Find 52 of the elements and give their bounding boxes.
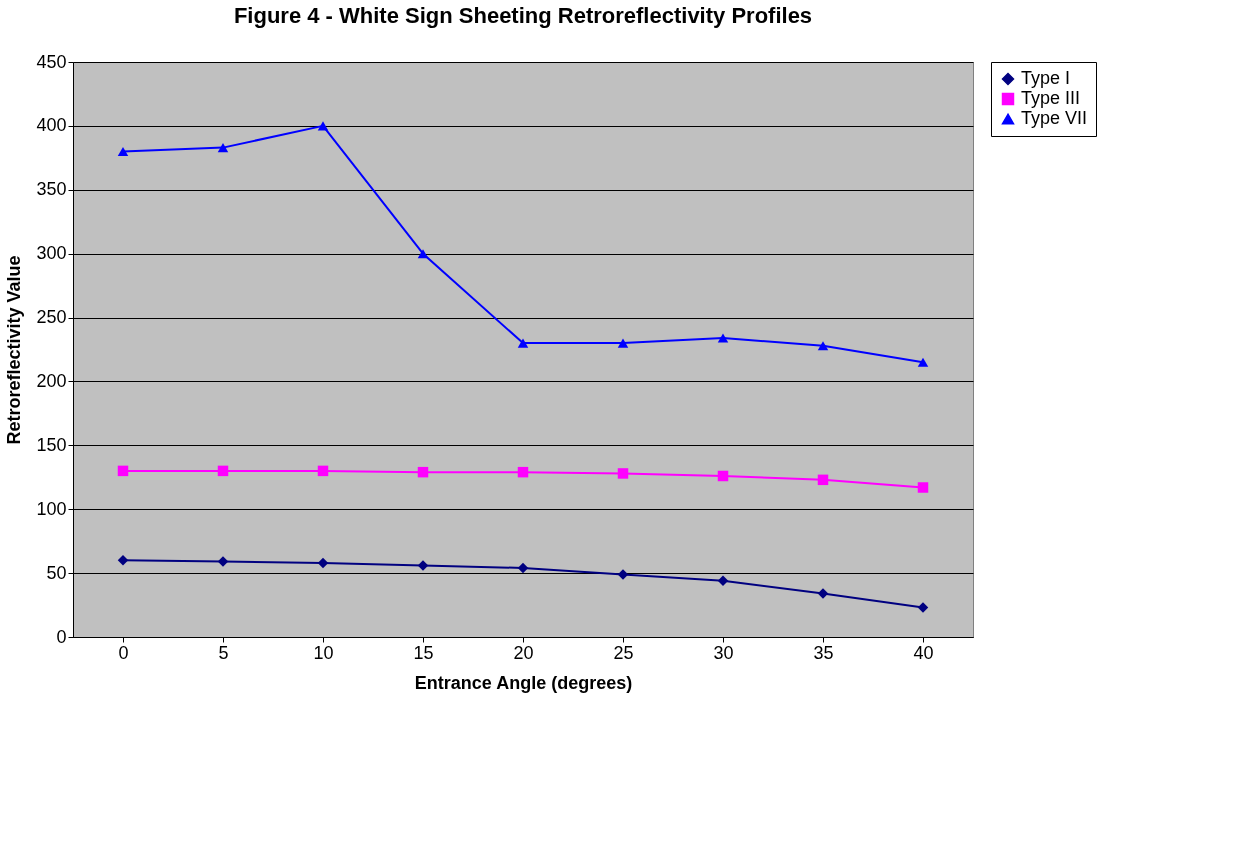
- point: [417, 466, 429, 478]
- point: [917, 357, 929, 367]
- y-tick-label: 150: [36, 434, 67, 455]
- y-tick-label: 300: [36, 243, 67, 264]
- point: [717, 575, 729, 587]
- chart-title: Figure 4 - White Sign Sheeting Retroreflectivity Profiles: [233, 3, 813, 28]
- y-tick-label: 250: [36, 307, 67, 328]
- point: [217, 556, 229, 567]
- x-tick-label: 10: [313, 642, 334, 663]
- legend-label: Type III: [1021, 88, 1081, 108]
- point: [417, 249, 429, 259]
- point: [617, 468, 629, 479]
- x-tick-label: 0: [118, 642, 129, 663]
- y-tick-label: 0: [56, 626, 67, 647]
- y-tick-label: 450: [36, 51, 67, 72]
- x-axis-title: Entrance Angle (degrees): [414, 672, 633, 693]
- point: [617, 338, 629, 348]
- x-tick-label: 35: [813, 642, 834, 663]
- point: [817, 341, 829, 351]
- point: [417, 560, 429, 571]
- y-tick-label: 400: [36, 115, 67, 136]
- y-tick-label: 200: [36, 370, 67, 391]
- point: [117, 465, 129, 477]
- point: [517, 562, 529, 574]
- x-tick-label: 30: [713, 642, 734, 663]
- point: [717, 470, 729, 482]
- y-tick-label: 350: [36, 179, 67, 200]
- x-tick-label: 20: [513, 642, 534, 663]
- x-tick-label: 15: [413, 642, 434, 663]
- point: [817, 474, 829, 486]
- point: [917, 602, 929, 613]
- point: [317, 465, 329, 477]
- point: [217, 465, 229, 477]
- point: [917, 482, 929, 493]
- legend-label: Type I: [1021, 68, 1071, 88]
- y-axis-title: Retroreflectivity Value: [4, 255, 25, 445]
- point: [517, 466, 529, 478]
- point: [117, 146, 129, 156]
- point: [517, 338, 529, 348]
- y-tick-label: 50: [46, 562, 67, 583]
- point: [317, 557, 329, 569]
- x-tick-label: 5: [218, 642, 229, 663]
- legend-label: Type VII: [1021, 108, 1088, 128]
- point: [817, 588, 829, 599]
- point: [617, 569, 629, 580]
- y-tick-label: 100: [36, 498, 67, 519]
- point: [117, 555, 129, 566]
- x-tick-label: 40: [913, 642, 934, 663]
- x-tick-label: 25: [613, 642, 634, 663]
- point: [317, 121, 329, 131]
- point: [717, 333, 729, 343]
- point: [217, 143, 229, 153]
